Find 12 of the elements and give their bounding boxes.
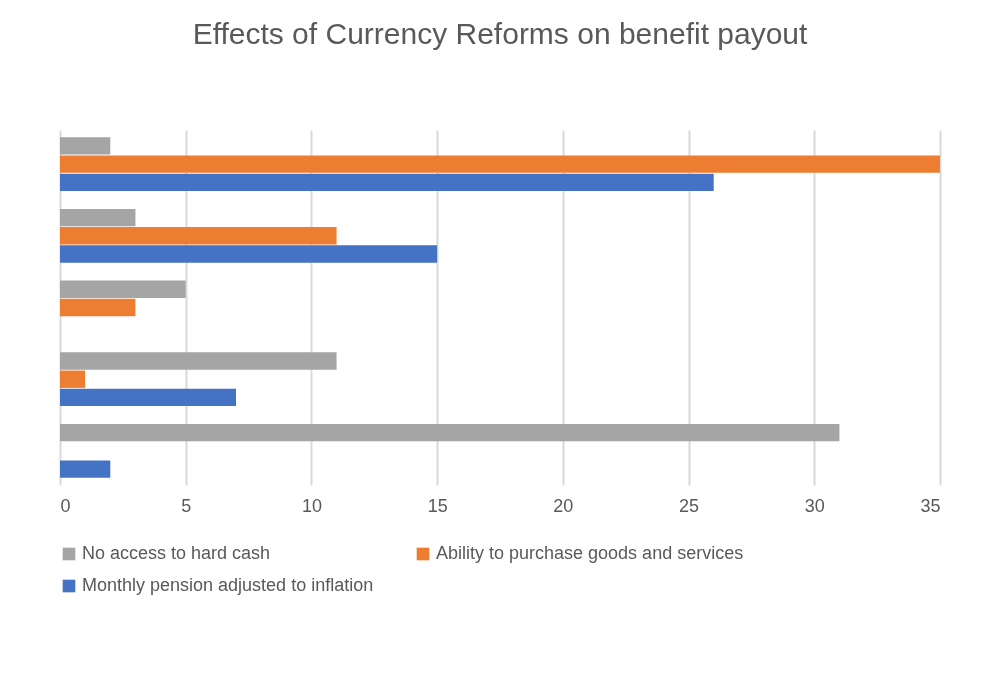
x-tick-label: 25 (679, 495, 700, 516)
legend-label: No access to hard cash (82, 543, 271, 563)
x-tick-label: 35 (920, 495, 941, 516)
legend-label: Monthly pension adjusted to inflation (82, 575, 374, 595)
x-tick-label: 10 (301, 495, 322, 516)
x-tick-label: 20 (553, 495, 574, 516)
x-tick-label: 5 (181, 495, 192, 516)
x-tick-label: 30 (804, 495, 825, 516)
legend-label: Ability to purchase goods and services (436, 543, 744, 563)
chart-title: Effects of Currency Reforms on benefit payout (192, 17, 809, 50)
x-tick-label: 0 (60, 495, 71, 516)
x-tick-label: 15 (427, 495, 448, 516)
